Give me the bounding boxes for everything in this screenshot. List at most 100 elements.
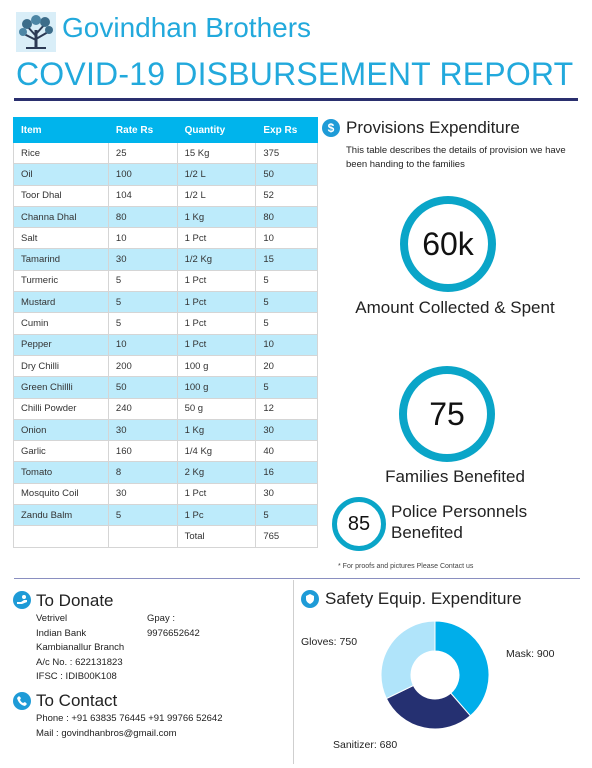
table-cell: 5 bbox=[107, 504, 178, 527]
gpay-number: 9976652642 bbox=[147, 628, 200, 639]
amount-label: Amount Collected & Spent bbox=[355, 298, 555, 317]
table-cell: 1 Kg bbox=[176, 418, 257, 442]
section-divider bbox=[14, 578, 580, 579]
table-cell: Turmeric bbox=[13, 269, 109, 293]
table-row: Total 765 bbox=[13, 525, 318, 548]
table-cell: 1 Pct bbox=[176, 227, 257, 250]
table-row: Cumin 5 1 Pct 5 bbox=[13, 312, 318, 335]
column-divider bbox=[293, 580, 294, 764]
donate-title: To Donate bbox=[36, 591, 114, 610]
table-cell: 1 Pct bbox=[176, 291, 257, 314]
table-row: Chilli Powder 240 50 g 12 bbox=[13, 397, 318, 420]
table-row: Dry Chilli 200 100 g 20 bbox=[13, 354, 318, 378]
table-cell: 20 bbox=[255, 354, 318, 378]
table-cell: 1 Pct bbox=[176, 482, 257, 506]
bank-name: Indian Bank bbox=[36, 628, 87, 639]
header-divider bbox=[14, 98, 578, 101]
table-row: Garlic 160 1/4 Kg 40 bbox=[13, 440, 318, 463]
table-cell: 1 Pct bbox=[176, 312, 257, 335]
table-cell: 1 Pct bbox=[176, 269, 257, 293]
table-cell: 100 g bbox=[176, 376, 257, 399]
table-cell: 2 Kg bbox=[176, 461, 257, 484]
table-cell: 12 bbox=[255, 397, 318, 420]
table-cell: Total bbox=[176, 525, 257, 548]
table-cell: 30 bbox=[107, 482, 178, 506]
table-cell: 5 bbox=[255, 291, 318, 314]
table-cell: 1 Pct bbox=[176, 333, 257, 356]
table-cell: Garlic bbox=[13, 440, 109, 463]
column-header: Exp Rs bbox=[255, 117, 318, 143]
table-cell: Salt bbox=[13, 227, 109, 250]
table-cell: Oil bbox=[13, 163, 109, 186]
table-cell: 1/4 Kg bbox=[176, 440, 257, 463]
table-cell: 15 bbox=[255, 248, 318, 271]
report-title: COVID-19 DISBURSEMENT REPORT bbox=[16, 56, 574, 92]
table-cell: Onion bbox=[13, 418, 109, 442]
table-cell: 5 bbox=[255, 269, 318, 293]
table-cell: 1/2 L bbox=[176, 163, 257, 186]
table-cell: 200 bbox=[107, 354, 178, 378]
table-cell: Chilli Powder bbox=[13, 397, 109, 420]
table-header-row: Item Rate Rs Quantity Exp Rs bbox=[13, 117, 318, 143]
provisions-description: This table describes the details of prov… bbox=[346, 145, 566, 170]
table-cell: 5 bbox=[107, 291, 178, 314]
police-label: Police Personnels Benefited bbox=[391, 502, 528, 542]
table-cell: 50 bbox=[255, 163, 318, 186]
table-cell: 1/2 L bbox=[176, 184, 257, 207]
pie-label-gloves: Gloves: 750 bbox=[301, 636, 358, 648]
contact-phone: Phone : +91 63835 76445 +91 99766 52642 bbox=[36, 713, 223, 724]
table-row: Onion 30 1 Kg 30 bbox=[13, 418, 318, 442]
table-cell: 50 bbox=[107, 376, 178, 399]
police-ring: 85 bbox=[332, 497, 386, 551]
safety-donut-chart bbox=[380, 620, 490, 730]
column-header: Item bbox=[13, 117, 109, 143]
table-cell: Tamarind bbox=[13, 248, 109, 271]
table-row: Tomato 8 2 Kg 16 bbox=[13, 461, 318, 484]
table-cell: 1/2 Kg bbox=[176, 248, 257, 271]
table-row: Mosquito Coil 30 1 Pct 30 bbox=[13, 482, 318, 506]
contact-mail: Mail : govindhanbros@gmail.com bbox=[36, 728, 177, 739]
tree-logo-icon bbox=[16, 12, 56, 52]
donut-slice-gloves bbox=[380, 620, 436, 700]
ifsc-code: IFSC : IDIB00K108 bbox=[36, 671, 117, 682]
table-cell: 100 g bbox=[176, 354, 257, 378]
table-cell: 15 Kg bbox=[176, 141, 257, 165]
table-row: Mustard 5 1 Pct 5 bbox=[13, 291, 318, 314]
pie-label-mask: Mask: 900 bbox=[506, 648, 555, 660]
phone-icon bbox=[13, 692, 31, 710]
table-cell: Toor Dhal bbox=[13, 184, 109, 207]
table-cell: 40 bbox=[255, 440, 318, 463]
table-row: Toor Dhal 104 1/2 L 52 bbox=[13, 184, 318, 207]
table-cell: Zandu Balm bbox=[13, 504, 109, 527]
table-row: Zandu Balm 5 1 Pc 5 bbox=[13, 504, 318, 527]
bank-branch: Kambianallur Branch bbox=[36, 642, 125, 653]
pie-label-sanitizer: Sanitizer: 680 bbox=[333, 739, 398, 751]
table-cell bbox=[107, 525, 178, 548]
table-cell: 5 bbox=[255, 504, 318, 527]
table-cell: 52 bbox=[255, 184, 318, 207]
table-cell: 16 bbox=[255, 461, 318, 484]
table-cell: Channa Dhal bbox=[13, 205, 109, 229]
table-cell: Green Chillli bbox=[13, 376, 109, 399]
shield-icon bbox=[301, 590, 319, 608]
table-cell: 100 bbox=[107, 163, 178, 186]
gpay-label: Gpay : bbox=[147, 613, 175, 624]
table-row: Rice 25 15 Kg 375 bbox=[13, 141, 318, 165]
amount-value: 60k bbox=[422, 225, 474, 262]
table-cell: 8 bbox=[107, 461, 178, 484]
table-cell: 30 bbox=[107, 248, 178, 271]
table-cell: 25 bbox=[107, 141, 178, 165]
footnote: * For proofs and pictures Please Contact… bbox=[338, 563, 474, 570]
families-value: 75 bbox=[429, 395, 465, 432]
table-cell: Dry Chilli bbox=[13, 354, 109, 378]
table-cell: 104 bbox=[107, 184, 178, 207]
families-ring: 75 bbox=[399, 366, 495, 462]
donor-name: Vetrivel bbox=[36, 613, 68, 624]
table-cell: 1 Kg bbox=[176, 205, 257, 229]
table-cell: 30 bbox=[107, 418, 178, 442]
table-cell: 5 bbox=[255, 376, 318, 399]
account-number: A/c No. : 622131823 bbox=[36, 657, 123, 668]
families-label: Families Benefited bbox=[385, 467, 525, 486]
dollar-icon: $ bbox=[322, 119, 340, 137]
table-row: Tamarind 30 1/2 Kg 15 bbox=[13, 248, 318, 271]
